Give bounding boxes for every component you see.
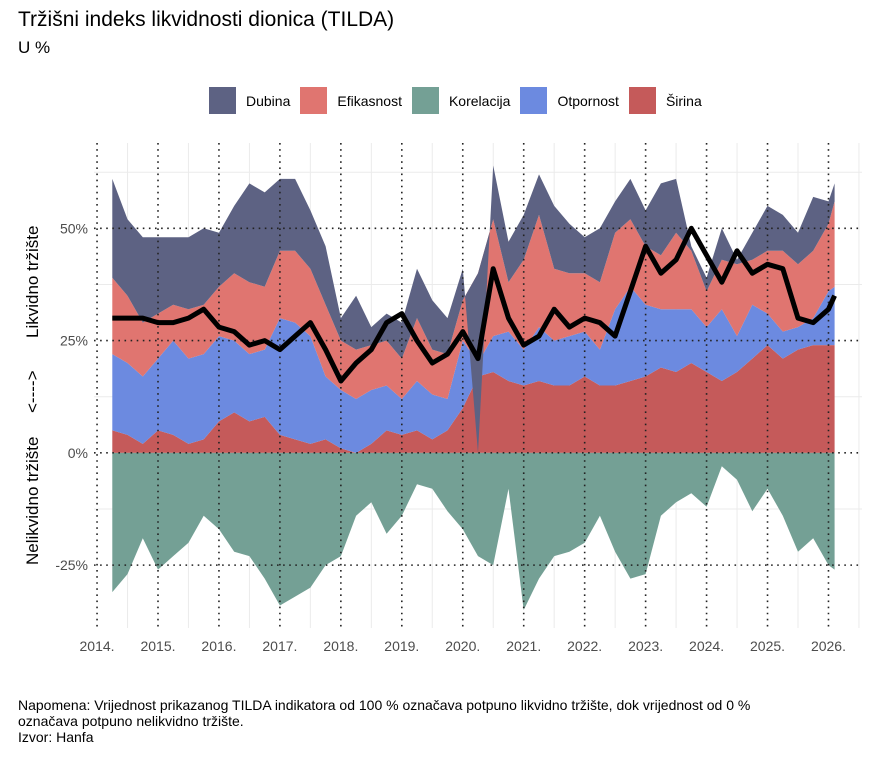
- y-axis-label-liquid: Likvidno tržište: [23, 226, 42, 338]
- x-tick-label: 2015.: [140, 638, 175, 654]
- legend-label: Otpornost: [557, 92, 619, 109]
- footnote-line-1: Napomena: Vrijednost prikazanog TILDA in…: [18, 697, 751, 713]
- legend-item: Korelacija: [411, 87, 511, 114]
- y-tick-label: -25%: [55, 557, 88, 573]
- legend-label: Korelacija: [448, 92, 511, 109]
- footnote-line-2: označava potpuno nelikvidno tržište.: [18, 713, 244, 729]
- x-tick-label: 2018.: [323, 638, 358, 654]
- y-axis-label-arrow: <---->: [23, 370, 42, 413]
- y-tick-label: 25%: [60, 333, 88, 349]
- legend-item: Efikasnost: [300, 87, 402, 114]
- chart-subtitle: U %: [18, 38, 51, 57]
- area-korelacija: [112, 452, 835, 610]
- footnote-source: Izvor: Hanfa: [18, 729, 94, 745]
- areas: [112, 165, 835, 610]
- y-tick-label: 0%: [68, 445, 88, 461]
- reference-lines: [94, 143, 862, 628]
- legend-label: Širina: [665, 92, 702, 109]
- x-tick-label: 2014.: [80, 638, 115, 654]
- area-sirina: [112, 345, 835, 453]
- legend-label: Efikasnost: [337, 92, 402, 109]
- x-tick-label: 2023.: [628, 638, 663, 654]
- legend-swatch: [411, 87, 439, 114]
- x-tick-label: 2022.: [567, 638, 602, 654]
- x-tick-label: 2021.: [506, 638, 541, 654]
- legend-swatch: [628, 87, 656, 114]
- legend-label: Dubina: [246, 92, 291, 109]
- legend: Dubina Efikasnost Korelacija Otpornost Širin…: [209, 87, 712, 114]
- x-tick-label: 2019.: [384, 638, 419, 654]
- x-tick-label: 2026.: [811, 638, 846, 654]
- legend-item: Širina: [628, 87, 702, 114]
- legend-swatch: [520, 87, 548, 114]
- y-axis-label-illiquid: Nelikvidno tržište: [23, 437, 42, 566]
- x-axis-ticks: 2014. 2015. 2016. 2017. 2018. 2019. 2020. 2021.…: [80, 638, 846, 654]
- legend-swatch: [209, 87, 236, 114]
- x-tick-label: 2016.: [201, 638, 236, 654]
- x-tick-label: 2024.: [689, 638, 724, 654]
- x-tick-label: 2025.: [750, 638, 785, 654]
- tilda-line: [112, 225, 837, 384]
- x-tick-label: 2020.: [445, 638, 480, 654]
- legend-swatch: [300, 87, 328, 114]
- chart-title: Tržišni indeks likvidnosti dionica (TILD…: [18, 8, 395, 31]
- y-axis-ticks: -25% 0% 25% 50%: [55, 220, 88, 573]
- x-tick-label: 2017.: [262, 638, 297, 654]
- legend-item: Otpornost: [520, 87, 619, 114]
- y-tick-label: 50%: [60, 220, 88, 236]
- area-dubina: [112, 165, 835, 453]
- tilda-line-layer: [112, 225, 837, 384]
- legend-item: Dubina: [209, 87, 290, 114]
- footnote: Napomena: Vrijednost prikazanog TILDA in…: [18, 697, 858, 745]
- chart: 2014. 2015. 2016. 2017. 2018. 2019. 2020. 2021.…: [23, 143, 862, 654]
